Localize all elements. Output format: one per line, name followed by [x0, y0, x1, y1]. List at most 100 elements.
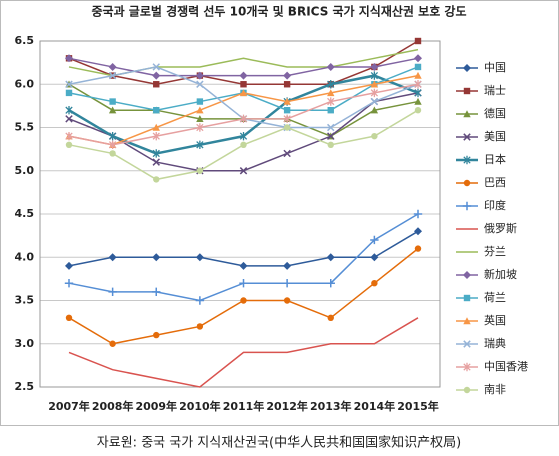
marker: [414, 71, 422, 79]
marker: [109, 98, 116, 105]
marker: [327, 132, 335, 140]
x-tick-label: 2013年: [310, 399, 352, 413]
marker: [463, 155, 471, 165]
marker: [153, 331, 160, 339]
marker: [463, 179, 471, 187]
marker: [283, 71, 292, 80]
marker: [283, 107, 291, 114]
x-tick-label: 2008年: [92, 399, 134, 413]
marker: [463, 87, 471, 95]
marker: [239, 71, 248, 80]
marker: [463, 64, 471, 72]
marker: [371, 132, 378, 140]
marker: [327, 80, 335, 89]
marker: [65, 115, 73, 123]
marker: [196, 123, 204, 132]
y-tick-label: 6.0: [15, 77, 35, 90]
marker: [463, 271, 471, 279]
marker: [152, 253, 161, 262]
marker: [414, 97, 422, 105]
marker: [152, 71, 161, 80]
marker: [283, 81, 291, 88]
marker: [65, 141, 73, 148]
marker: [327, 123, 335, 132]
marker: [152, 287, 161, 297]
marker: [463, 294, 471, 302]
marker: [462, 201, 472, 211]
marker: [327, 107, 334, 114]
marker: [327, 141, 334, 148]
marker: [239, 261, 248, 270]
y-tick-label: 5.0: [15, 164, 35, 177]
marker: [283, 97, 291, 105]
legend-label: 英国: [484, 313, 506, 327]
marker: [239, 89, 248, 97]
marker: [283, 261, 292, 270]
marker: [239, 114, 248, 124]
marker: [195, 71, 204, 80]
marker: [153, 107, 160, 114]
marker: [414, 80, 422, 89]
marker: [196, 80, 204, 88]
marker: [370, 253, 379, 262]
marker: [414, 245, 422, 252]
marker: [65, 261, 73, 270]
marker: [196, 323, 204, 330]
marker: [414, 88, 422, 98]
marker: [282, 279, 292, 288]
marker: [327, 97, 335, 106]
legend-label: 印度: [484, 198, 506, 212]
marker: [152, 123, 160, 131]
x-tick-label: 2009年: [135, 399, 177, 413]
marker: [65, 89, 73, 97]
marker: [370, 62, 379, 71]
marker: [65, 131, 73, 141]
legend-label: 瑞典: [484, 336, 506, 350]
marker: [283, 297, 291, 304]
legend-label: 新加坡: [484, 267, 517, 281]
marker: [326, 253, 335, 262]
x-tick-label: 2010年: [179, 399, 221, 413]
marker: [283, 114, 291, 124]
marker: [240, 297, 247, 304]
legend-label: 美国: [484, 130, 506, 143]
marker: [65, 314, 73, 321]
marker: [240, 81, 247, 88]
marker: [196, 98, 204, 105]
marker: [326, 279, 335, 288]
marker: [152, 63, 160, 71]
y-tick-label: 3.5: [15, 294, 35, 307]
legend-label: 俄罗斯: [484, 222, 517, 235]
x-tick-label: 2015年: [397, 399, 439, 413]
y-tick-label: 5.5: [15, 121, 35, 134]
marker: [108, 131, 117, 141]
marker: [109, 340, 116, 347]
marker: [414, 227, 422, 236]
marker: [370, 235, 379, 245]
legend-label: 芬兰: [484, 245, 506, 258]
marker: [196, 106, 204, 114]
marker: [64, 279, 74, 288]
marker: [463, 386, 471, 394]
marker: [239, 167, 248, 175]
marker: [463, 133, 471, 141]
marker: [108, 140, 117, 149]
marker: [463, 317, 471, 325]
legend-label: 德国: [484, 106, 506, 120]
x-tick-label: 2012年: [266, 399, 308, 413]
marker: [370, 71, 379, 80]
marker: [152, 131, 160, 141]
marker: [196, 140, 204, 149]
marker: [240, 141, 247, 148]
marker: [239, 279, 248, 288]
marker: [283, 149, 291, 158]
marker: [283, 124, 291, 131]
series-line: [68, 317, 419, 388]
marker: [414, 107, 422, 114]
marker: [108, 62, 117, 71]
marker: [414, 63, 422, 71]
marker: [153, 176, 160, 183]
marker: [327, 89, 335, 97]
marker: [370, 88, 379, 98]
marker: [152, 158, 160, 166]
